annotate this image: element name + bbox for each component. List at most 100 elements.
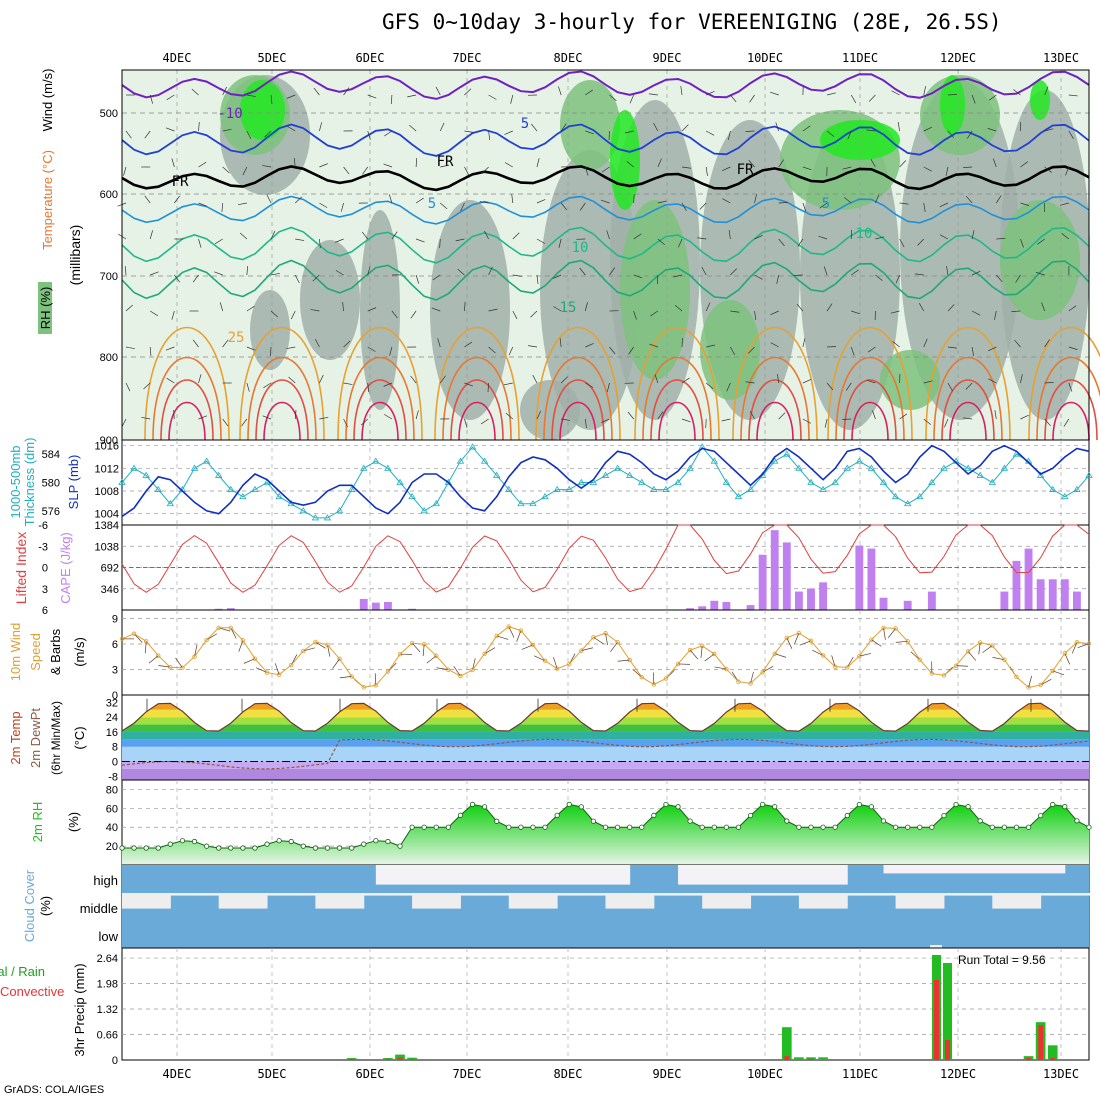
wind-speed-point (663, 676, 669, 681)
precip-tick-label: 0 (112, 1055, 118, 1067)
wind-barb (705, 382, 714, 390)
wind-barb (697, 237, 707, 240)
temp-band (122, 761, 1089, 769)
contour-label: 5 (521, 116, 529, 132)
warm-contour (263, 401, 301, 441)
wind-barb (125, 346, 135, 350)
wind-barb (585, 382, 594, 388)
cloud-high-gap (545, 865, 558, 885)
precip-convective-bar (1050, 1058, 1056, 1060)
cloud-mid-gap (617, 893, 631, 909)
wind-barb (536, 410, 542, 420)
cloud-high-gap (726, 865, 739, 885)
rh-point (977, 818, 983, 824)
cloud-mid-gap (182, 893, 196, 896)
warm-contour (933, 356, 1003, 441)
credit-text: GrADS: COLA/IGES (4, 1084, 105, 1096)
thickness-point (142, 471, 150, 478)
wind-barb (464, 418, 468, 428)
chart-title: GFS 0~10day 3-hourly for VEREENIGING (28… (382, 10, 1002, 34)
warm-contour (732, 326, 818, 441)
thickness-point (202, 457, 211, 464)
cape-tick-label: 692 (101, 563, 119, 575)
rh-point (917, 824, 923, 830)
wind-speed-point (192, 654, 197, 659)
wind-barb (947, 94, 957, 96)
wind-barb (1068, 305, 1077, 312)
wind-barb (1044, 418, 1051, 427)
thickness-point (746, 485, 755, 492)
wind-barb (125, 382, 131, 392)
wind-barb (1035, 272, 1045, 276)
wind-barb (847, 130, 852, 140)
wind-barb-10m (883, 627, 886, 640)
thickness-point (1000, 464, 1009, 471)
rh-point (167, 841, 173, 847)
rh-blob-bright (940, 75, 965, 135)
precip-total-bar (781, 1027, 792, 1060)
wind-barb (754, 310, 757, 320)
thickness-point (347, 485, 356, 492)
temperature-axis-label: Temperature (°C) (40, 150, 55, 250)
wind-barb (198, 202, 208, 207)
cloud-mid-gap (678, 893, 691, 896)
date-label-bottom: 13DEC (1043, 1067, 1079, 1081)
wind-barb-10m (332, 658, 340, 669)
cape-bar (371, 602, 380, 610)
cloud-mid-gap (605, 893, 619, 909)
wind-barb-10m (534, 655, 546, 662)
cloud-mid-gap (641, 893, 655, 909)
rh-point (433, 824, 439, 830)
wind-barb (510, 94, 514, 104)
wind-speed-line (121, 626, 1090, 689)
wind-barb-10m (144, 641, 147, 654)
rh-tick-label: 60 (106, 803, 118, 815)
wind-barb (512, 232, 520, 240)
thickness-point (625, 471, 634, 478)
wind-barb (923, 380, 933, 384)
cloud-mid-gap (943, 893, 957, 896)
thickness-axis-label: 1000-500mb (8, 446, 23, 519)
slp-tick-label: 1016 (95, 441, 119, 453)
cloud-mid-gap (424, 893, 437, 909)
warm-contour (941, 379, 995, 441)
rh-point (228, 845, 234, 851)
cloud-mid-gap (859, 893, 872, 896)
wind-barb (144, 195, 151, 204)
thickness-point (831, 478, 839, 485)
thickness-line (121, 446, 1090, 519)
wind-barb (633, 233, 642, 240)
wind-barb (319, 122, 323, 132)
wind-barb (923, 126, 933, 132)
wind-barb (705, 302, 711, 312)
wind-barb (609, 346, 616, 355)
thickness-point (783, 450, 791, 457)
thickness-tick-label: 584 (42, 449, 60, 461)
wind-barb (149, 230, 153, 240)
contour-label: 5 (822, 196, 830, 212)
wind-barb (319, 238, 321, 248)
date-label-bottom: 10DEC (747, 1067, 783, 1081)
wind-barb (560, 376, 568, 384)
date-label-bottom: 12DEC (940, 1067, 976, 1081)
cloud-high-gap (798, 865, 812, 885)
wind-barb (464, 88, 472, 96)
wind-barb-10m (411, 642, 421, 653)
rh-blob-dark (430, 200, 510, 420)
thickness-point (335, 507, 344, 514)
cloud-high-gap (714, 865, 727, 885)
rh-blob-bright (1030, 80, 1050, 120)
wind-barb (745, 381, 755, 384)
wind-barb (657, 158, 662, 168)
rh-point (602, 824, 609, 830)
cloud-mid-gap (786, 893, 800, 896)
cloud-high-gap (931, 865, 945, 874)
wind-barb (312, 274, 320, 282)
rh-point (204, 843, 210, 849)
wind-barb (802, 418, 811, 424)
cloud-mid-gap (823, 893, 836, 909)
wind-barb (415, 274, 420, 284)
cloud-mid-gap (968, 893, 981, 896)
wind-speed-point (204, 637, 209, 643)
cloud-mid-gap (315, 893, 328, 909)
